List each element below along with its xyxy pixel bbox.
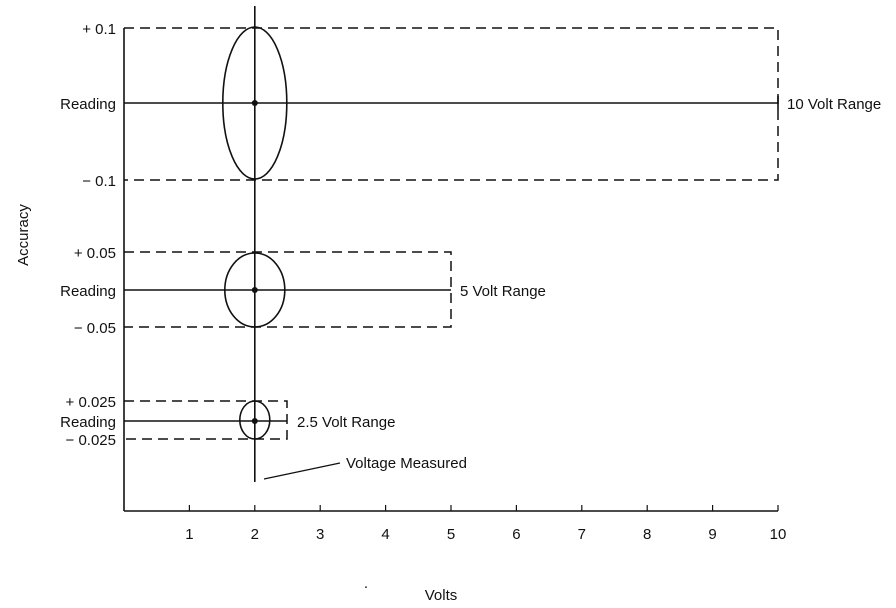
x-ticks: 1 2 3 4 5 6 7 8 9 10 xyxy=(185,505,786,543)
x-tick-label: 7 xyxy=(578,526,586,543)
band-10-volt: + 0.1 Reading − 0.1 10 Volt Range xyxy=(60,21,881,190)
x-tick-label: 9 xyxy=(708,526,716,543)
x-tick-label: 8 xyxy=(643,526,651,543)
voltage-measured-label: Voltage Measured xyxy=(346,455,467,472)
band-10-upper-label: + 0.1 xyxy=(82,21,116,38)
band-5-point xyxy=(251,287,258,293)
band-10-lower-label: − 0.1 xyxy=(82,173,116,190)
band-10-ellipse xyxy=(222,26,288,180)
band-5-upper-label: + 0.05 xyxy=(74,245,116,262)
band-5-bounds xyxy=(124,251,452,328)
band-5-range-label: 5 Volt Range xyxy=(460,283,546,300)
band-10-range-label: 10 Volt Range xyxy=(787,96,881,113)
annotation-leader-line xyxy=(263,462,341,480)
band-5-reading-label: Reading xyxy=(60,283,116,300)
band-5-ellipse xyxy=(224,252,286,328)
x-tick-label: 2 xyxy=(251,526,259,543)
band-2-5-lower-label: − 0.025 xyxy=(66,432,116,449)
x-axis-title: Volts xyxy=(425,587,458,604)
band-2-5-point xyxy=(251,418,258,424)
band-2-5-bounds xyxy=(124,400,288,440)
x-tick-label: 6 xyxy=(512,526,520,543)
band-10-point xyxy=(251,100,258,106)
band-2-5-range-label: 2.5 Volt Range xyxy=(297,414,395,431)
band-2-5-ellipse xyxy=(239,400,271,440)
band-10-reading-label: Reading xyxy=(60,96,116,113)
band-2-5-reading-label: Reading xyxy=(60,414,116,431)
band-2-5-volt: + 0.025 Reading − 0.025 2.5 Volt Range xyxy=(60,394,395,449)
stray-mark: . xyxy=(364,575,368,592)
x-tick-label: 4 xyxy=(381,526,389,543)
band-2-5-upper-label: + 0.025 xyxy=(66,394,116,411)
x-tick-label: 10 xyxy=(770,526,787,543)
band-5-volt: + 0.05 Reading − 0.05 5 Volt Range xyxy=(60,245,546,337)
x-tick-label: 5 xyxy=(447,526,455,543)
x-tick-label: 3 xyxy=(316,526,324,543)
band-5-lower-label: − 0.05 xyxy=(74,320,116,337)
y-axis-title: Accuracy xyxy=(15,204,32,266)
x-tick-label: 1 xyxy=(185,526,193,543)
